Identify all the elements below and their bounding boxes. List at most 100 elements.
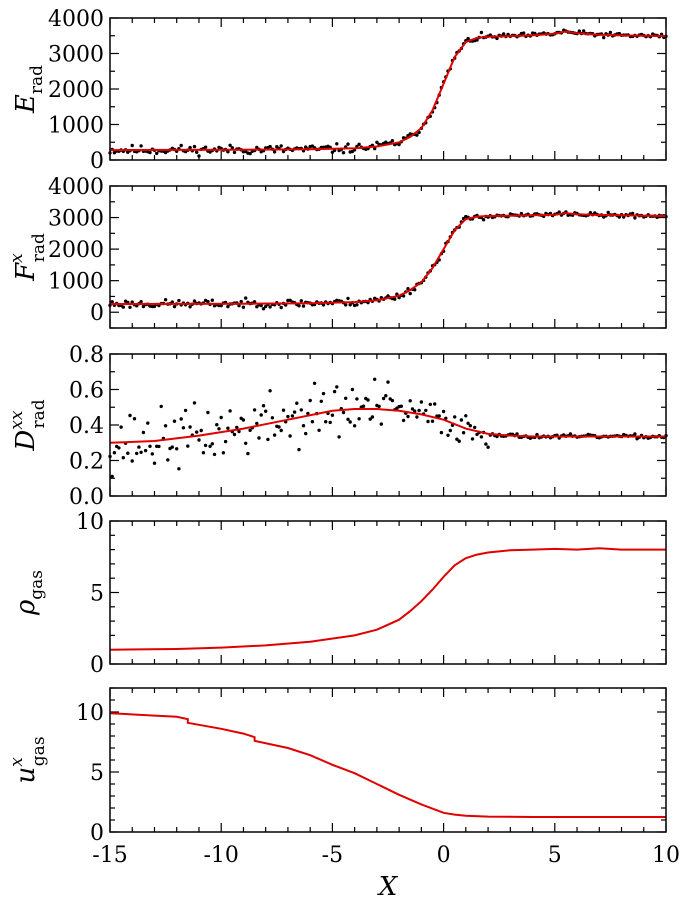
y-ticks: [110, 687, 666, 833]
x-axis-label: X: [377, 872, 399, 902]
data-point: [357, 142, 361, 146]
data-point: [139, 144, 143, 148]
data-point: [439, 430, 444, 435]
data-point: [141, 304, 146, 309]
data-point: [344, 303, 348, 307]
y-axis-label-sup: xx: [7, 410, 27, 430]
data-point: [237, 429, 241, 434]
data-point: [324, 420, 328, 424]
y-axis-label-main: ρ: [11, 599, 41, 616]
data-point: [226, 426, 230, 430]
data-point: [297, 447, 301, 452]
data-point: [397, 142, 401, 147]
data-point: [348, 420, 352, 424]
y-ticks: [110, 520, 666, 665]
y-tick-label: 4000: [48, 7, 104, 32]
data-point: [146, 421, 150, 425]
y-tick-label: 3000: [48, 43, 104, 68]
data-point: [481, 218, 486, 222]
x-tick-label: -5: [322, 843, 343, 868]
data-point: [152, 461, 157, 465]
y-tick-label: 0: [90, 301, 104, 326]
data-point: [630, 211, 635, 216]
data-point: [188, 425, 192, 429]
data-point: [346, 417, 350, 421]
y-tick-label: 0.8: [69, 343, 104, 368]
y-axis-label-sub: rad: [29, 399, 49, 428]
data-point: [330, 413, 335, 417]
data-point: [479, 435, 484, 439]
data-point: [295, 401, 299, 405]
data-point: [232, 432, 237, 437]
data-point: [321, 391, 326, 396]
data-point: [535, 432, 539, 437]
y-tick-label: 0.4: [69, 414, 104, 439]
data-point: [279, 144, 283, 148]
data-point: [152, 304, 157, 309]
data-point: [588, 211, 593, 215]
data-point: [399, 404, 403, 408]
y-axis-label: ux gas: [7, 736, 49, 783]
series-line: [109, 547, 666, 651]
data-point: [112, 451, 117, 455]
data-point: [370, 415, 375, 419]
data-point: [390, 398, 395, 403]
data-point: [433, 402, 437, 406]
y-tick-label: 0: [90, 149, 104, 174]
data-point: [470, 437, 475, 441]
plot-frame: [109, 353, 667, 497]
data-point: [390, 139, 395, 143]
data-point: [366, 398, 370, 402]
data-point: [373, 377, 377, 381]
data-point: [219, 415, 223, 420]
y-axis-label: Fx rad: [7, 233, 49, 282]
data-point: [188, 305, 192, 309]
data-point: [183, 408, 188, 413]
data-point: [279, 428, 283, 433]
data-point: [328, 420, 332, 425]
data-point: [319, 399, 323, 403]
series-line: [109, 712, 666, 818]
x-tick-label: -15: [92, 843, 127, 868]
y-tick-label: 5: [90, 582, 104, 607]
y-axis-label-main: E: [11, 94, 41, 114]
x-tick-label: 5: [548, 843, 562, 868]
data-point: [346, 142, 350, 146]
y-axis-label: ρgas: [11, 570, 47, 616]
x-tick-label: 10: [652, 843, 680, 868]
y-tick-label: 2000: [48, 238, 104, 263]
data-point: [310, 420, 315, 424]
data-points: [108, 210, 668, 311]
data-point: [633, 432, 637, 436]
panel-d-rad: 0.0 0.2 0.4 0.6 0.8 Dxx rad: [7, 343, 668, 510]
data-point: [304, 431, 308, 436]
data-point: [275, 145, 279, 149]
data-point: [244, 296, 248, 300]
data-point: [568, 432, 573, 436]
y-ticks: [110, 17, 666, 161]
data-point: [602, 35, 606, 40]
data-point: [172, 304, 177, 309]
data-point: [419, 400, 424, 404]
data-point: [177, 467, 181, 471]
data-point: [281, 149, 286, 154]
series-line: [109, 212, 667, 305]
data-point: [304, 145, 308, 149]
data-point: [299, 299, 303, 303]
data-point: [519, 211, 524, 216]
data-point: [203, 145, 208, 149]
series-line: [109, 408, 666, 444]
data-point: [188, 145, 192, 150]
y-tick-label: 2000: [48, 78, 104, 103]
x-tick-label: -10: [203, 843, 238, 868]
x-ticks: [109, 354, 667, 496]
data-point: [484, 442, 488, 446]
y-axis-label: Dxx rad: [7, 399, 49, 451]
data-point: [179, 417, 183, 421]
data-point: [290, 414, 295, 418]
data-point: [255, 145, 259, 150]
data-point: [237, 303, 241, 308]
data-point: [226, 304, 230, 309]
data-point: [468, 424, 472, 428]
data-point: [148, 150, 152, 155]
